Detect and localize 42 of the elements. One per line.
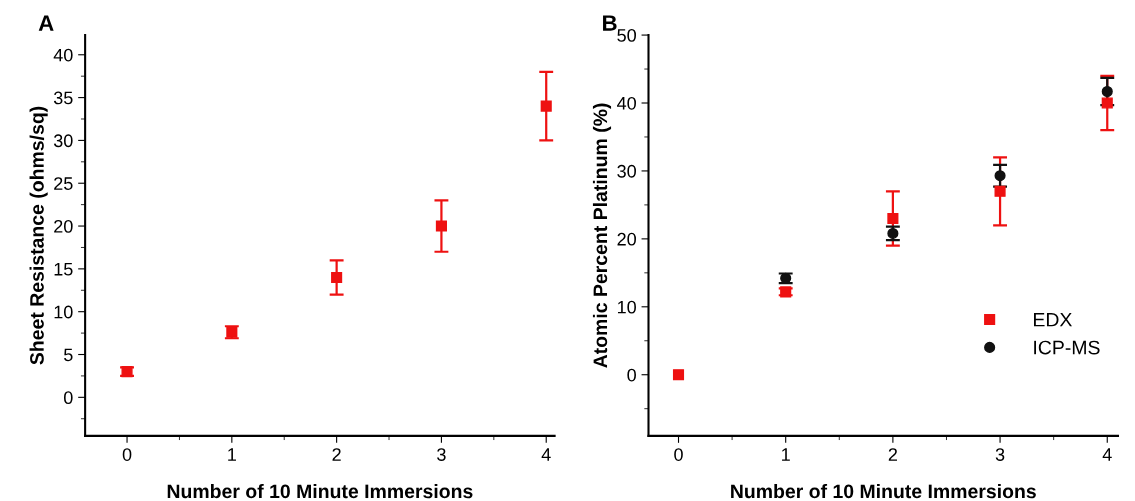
point	[540, 100, 552, 112]
y-tick-label: 30	[617, 164, 636, 178]
x-tick-label: 1	[228, 448, 236, 461]
chart-title: A	[38, 15, 54, 31]
chart-title: B	[603, 15, 617, 31]
point	[994, 170, 1006, 182]
y-tick-label: 10	[617, 300, 636, 314]
y-tick-label: 50	[617, 29, 636, 42]
y-tick-label: 25	[54, 177, 73, 190]
x-tick-label: 4	[541, 448, 551, 461]
y-axis-title: Sheet Resistance (ohms/sq)	[29, 106, 48, 365]
point	[887, 212, 899, 225]
y-tick-label: 40	[617, 96, 636, 110]
point	[435, 220, 447, 232]
x-tick-label: 1	[782, 448, 790, 461]
legend-label: EDX	[1034, 312, 1072, 327]
y-tick-label: 15	[54, 262, 73, 276]
y-tick-label: 20	[54, 219, 73, 233]
x-axis-title: Number of 10 Minute Immersions	[731, 483, 1036, 499]
point	[1101, 85, 1113, 98]
y-tick-label: 10	[54, 305, 73, 319]
y-axis-title: Atomic Percent Platinum (%)	[592, 103, 612, 368]
y-tick-label: 30	[53, 134, 73, 148]
x-tick-label: 0	[674, 448, 683, 461]
x-tick-label: 3	[437, 448, 446, 461]
y-tick-label: 20	[617, 232, 636, 246]
x-tick-label: 0	[122, 448, 132, 461]
point	[1101, 97, 1113, 109]
y-tick-label: 0	[627, 368, 636, 382]
point	[331, 271, 343, 283]
x-axis-title: Number of 10 Minute Immersions	[167, 483, 473, 499]
x-tick-label: 2	[888, 448, 897, 461]
y-tick-label: 0	[63, 391, 73, 405]
point	[672, 369, 685, 381]
x-tick-label: 4	[1102, 448, 1112, 461]
point	[994, 185, 1006, 197]
legend-label: ICP-MS	[1034, 340, 1100, 355]
x-tick-label: 2	[332, 448, 341, 461]
x-tick-label: 3	[995, 448, 1005, 461]
y-tick-label: 40	[53, 48, 73, 62]
y-tick-label: 35	[53, 91, 73, 105]
y-tick-label: 5	[64, 348, 73, 362]
